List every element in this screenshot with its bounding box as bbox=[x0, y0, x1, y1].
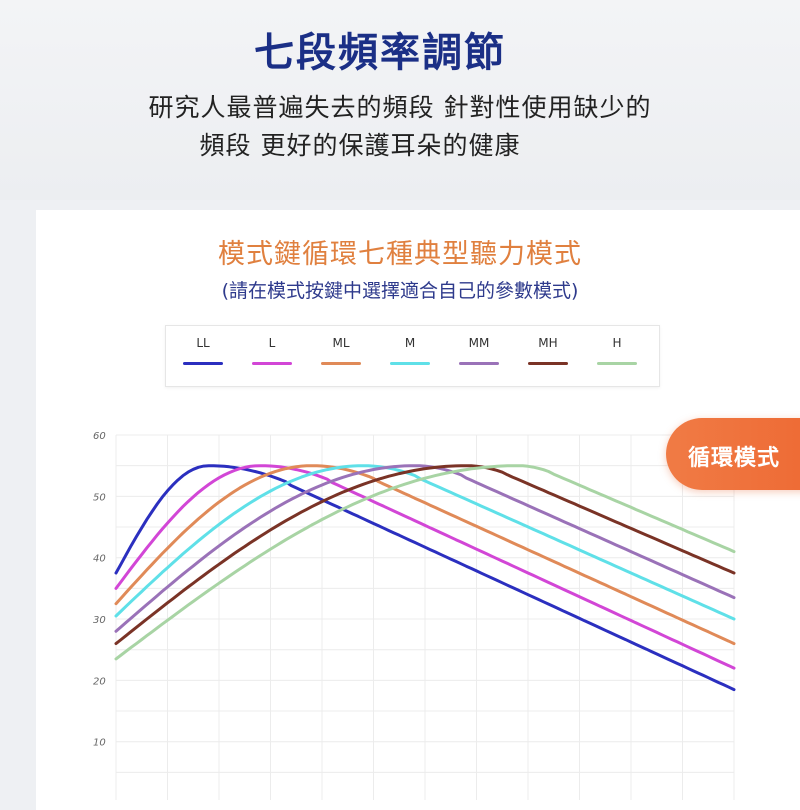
legend-item-h: H bbox=[582, 326, 652, 386]
y-tick-label: 40 bbox=[93, 554, 106, 565]
legend-label: ML bbox=[332, 336, 350, 350]
y-tick-label: 50 bbox=[93, 492, 106, 503]
legend-swatch bbox=[321, 362, 361, 365]
header-background bbox=[0, 0, 800, 200]
y-tick-label: 10 bbox=[93, 738, 106, 749]
legend-label: LL bbox=[196, 336, 210, 350]
chart-legend: LL L ML M MM MH H bbox=[165, 325, 660, 387]
chart-card bbox=[36, 210, 800, 810]
legend-label: M bbox=[404, 336, 416, 350]
card-title: 模式鍵循環七種典型聽力模式 bbox=[218, 239, 582, 270]
legend-swatch bbox=[528, 362, 568, 365]
y-tick-label: 30 bbox=[93, 615, 106, 626]
series-line-ll bbox=[114, 464, 736, 692]
legend-swatch bbox=[459, 362, 499, 365]
series-line-l bbox=[114, 464, 736, 670]
legend-label: H bbox=[612, 336, 622, 350]
legend-item-ml: ML bbox=[306, 326, 376, 386]
legend-swatch bbox=[183, 362, 223, 365]
legend-item-mh: MH bbox=[513, 326, 583, 386]
card-subtitle: (請在模式按鍵中選擇適合自己的參數模式) bbox=[221, 280, 579, 302]
cycle-mode-badge[interactable]: 循環模式 bbox=[666, 418, 800, 490]
chart-grid bbox=[115, 434, 735, 800]
description-line-1: 研究人最普遍失去的頻段 針對性使用缺少的 bbox=[148, 93, 652, 122]
y-tick-label: 60 bbox=[93, 431, 106, 442]
legend-swatch bbox=[597, 362, 637, 365]
y-tick-label: 20 bbox=[93, 676, 106, 687]
legend-item-ll: LL bbox=[168, 326, 238, 386]
legend-swatch bbox=[390, 362, 430, 365]
series-line-m bbox=[114, 464, 736, 621]
legend-label: MH bbox=[538, 336, 558, 350]
description-line-2: 頻段 更好的保護耳朵的健康 bbox=[199, 131, 521, 160]
series-line-mh bbox=[114, 464, 736, 646]
series-line-ml bbox=[114, 464, 736, 646]
legend-label: L bbox=[268, 336, 276, 350]
legend-swatch bbox=[252, 362, 292, 365]
page-title: 七段頻率調節 bbox=[254, 30, 506, 76]
legend-item-l: L bbox=[237, 326, 307, 386]
legend-item-m: M bbox=[375, 326, 445, 386]
legend-label: MM bbox=[468, 336, 490, 350]
legend-item-mm: MM bbox=[444, 326, 514, 386]
series-line-h bbox=[114, 464, 736, 661]
cycle-mode-label: 循環模式 bbox=[688, 446, 781, 471]
series-line-mm bbox=[114, 464, 736, 633]
